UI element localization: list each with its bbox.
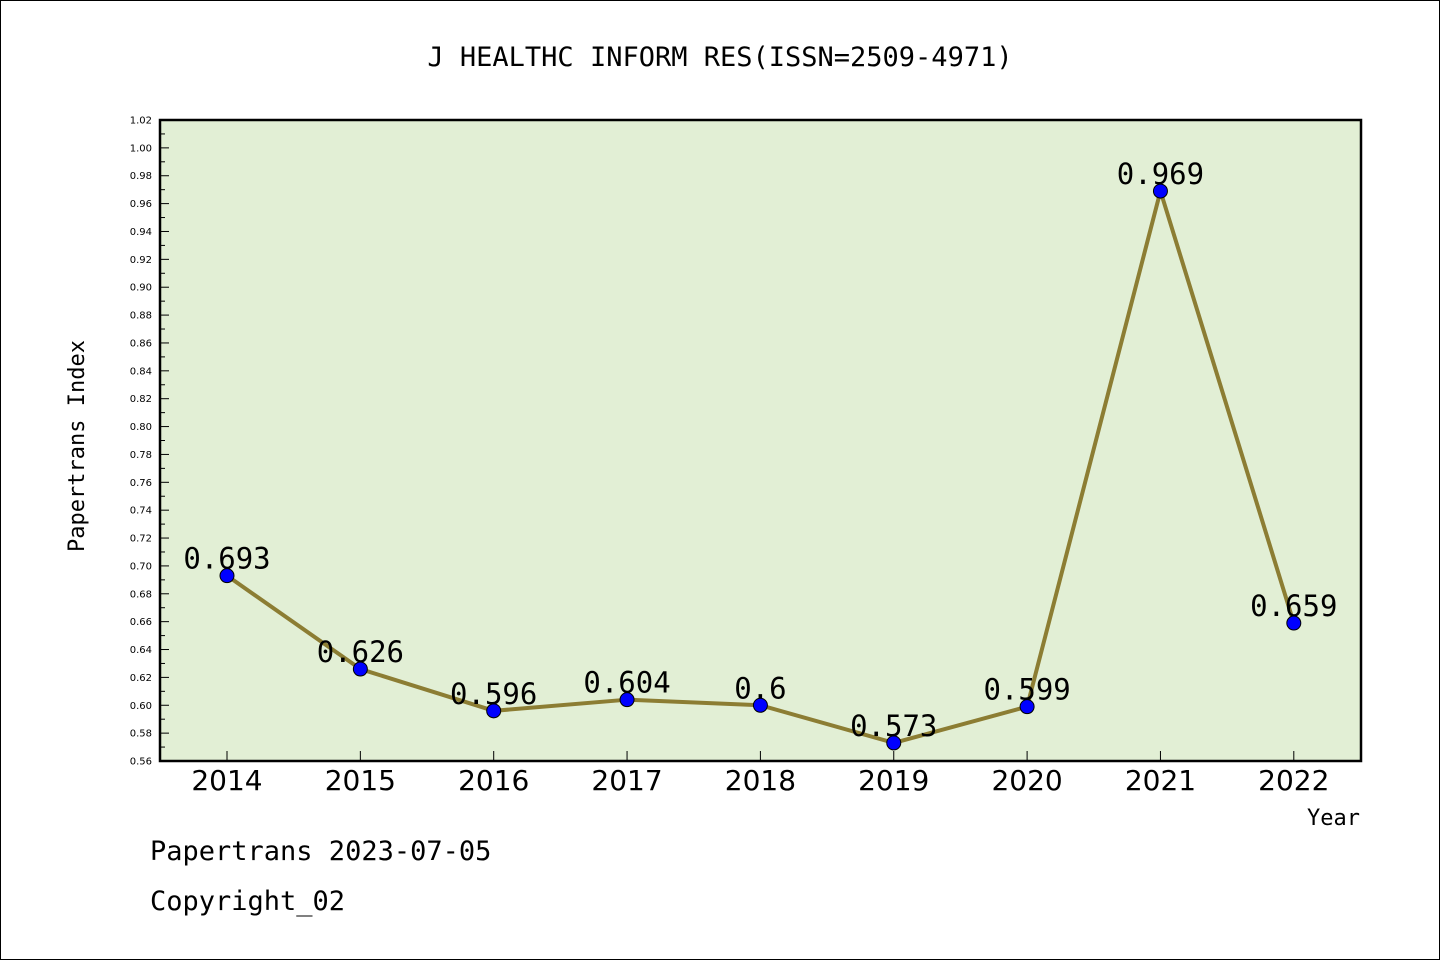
x-tick-label: 2017 xyxy=(591,764,662,797)
y-tick-label: 0.92 xyxy=(130,255,152,266)
y-tick-label: 0.82 xyxy=(130,394,152,405)
data-point xyxy=(619,692,635,708)
data-point xyxy=(1286,615,1302,631)
y-tick-label: 1.00 xyxy=(130,143,152,154)
y-tick-label: 0.98 xyxy=(130,171,152,182)
y-axis-label: Papertrans Index xyxy=(65,340,90,552)
y-tick-label: 1.02 xyxy=(130,116,152,127)
chart-title: J HEALTHC INFORM RES(ISSN=2509-4971) xyxy=(427,42,1012,73)
plot-area xyxy=(158,118,1363,763)
data-point xyxy=(1152,183,1168,199)
x-tick-label: 2015 xyxy=(325,764,396,797)
y-tick-label: 0.80 xyxy=(130,422,152,433)
y-tick-label: 0.56 xyxy=(130,757,152,768)
x-tick-label: 2016 xyxy=(458,764,529,797)
y-tick-label: 0.84 xyxy=(130,366,152,377)
y-tick-label: 0.88 xyxy=(130,311,152,322)
y-tick-label: 0.58 xyxy=(130,729,152,740)
y-tick-label: 0.74 xyxy=(130,506,152,517)
y-tick-label: 0.60 xyxy=(130,701,152,712)
x-tick-label: 2020 xyxy=(991,764,1062,797)
data-label: 0.6 xyxy=(734,671,786,705)
data-point xyxy=(219,568,235,584)
data-point xyxy=(1019,699,1035,715)
x-tick-label: 2014 xyxy=(191,764,262,797)
y-tick-label: 0.86 xyxy=(130,338,152,349)
y-tick-label: 0.94 xyxy=(130,227,152,238)
footer-date: Papertrans 2023-07-05 xyxy=(150,836,492,867)
y-tick-label: 0.62 xyxy=(130,673,152,684)
data-labels: 0.693 0.626 0.596 0.604 0.6 0.573 0.599 0.969 0.… xyxy=(183,157,1337,743)
y-tick-label: 0.96 xyxy=(130,199,152,210)
y-tick-label: 0.78 xyxy=(130,450,152,461)
x-tick-label: 2021 xyxy=(1125,764,1196,797)
x-axis-label: Year xyxy=(1307,806,1360,831)
data-label: 0.599 xyxy=(983,673,1070,707)
data-label: 0.659 xyxy=(1250,589,1337,623)
data-point xyxy=(352,661,368,677)
series xyxy=(219,183,1302,751)
data-label: 0.573 xyxy=(850,709,937,743)
y-tick-label: 0.76 xyxy=(130,478,152,489)
x-tick-label: 2022 xyxy=(1258,764,1329,797)
y-tick-label: 0.64 xyxy=(130,645,152,656)
data-point xyxy=(886,735,902,751)
x-tick-label: 2018 xyxy=(725,764,796,797)
y-tick-label: 0.72 xyxy=(130,534,152,545)
data-point xyxy=(752,697,768,713)
x-axis: 2014 2015 2016 2017 2018 2019 2020 2021 2022 xyxy=(191,751,1329,797)
y-tick-label: 0.70 xyxy=(130,561,152,572)
data-label: 0.969 xyxy=(1117,157,1204,191)
y-tick-label: 0.90 xyxy=(130,283,152,294)
data-label: 0.604 xyxy=(583,666,670,700)
data-label: 0.693 xyxy=(183,542,270,576)
data-label: 0.626 xyxy=(317,635,404,669)
data-label: 0.596 xyxy=(450,677,537,711)
y-tick-label: 0.66 xyxy=(130,617,152,628)
footer-copyright: Copyright_02 xyxy=(150,886,346,917)
x-tick-label: 2019 xyxy=(858,764,929,797)
data-point xyxy=(486,703,502,719)
y-tick-label: 0.68 xyxy=(130,589,152,600)
y-axis: 0.56 0.58 0.60 0.62 0.64 0.66 0.68 0.70 0.72 0.74… xyxy=(130,116,169,768)
